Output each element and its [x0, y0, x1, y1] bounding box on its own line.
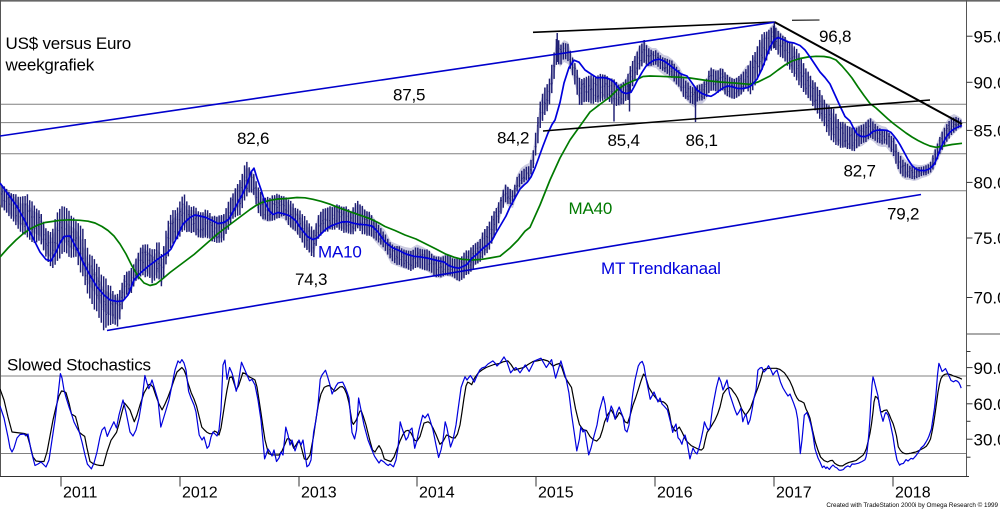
svg-text:84,2: 84,2 [497, 129, 529, 148]
svg-text:MA10: MA10 [318, 242, 362, 261]
svg-text:60.0: 60.0 [974, 395, 1000, 414]
svg-text:Created with TradeStation 2000: Created with TradeStation 2000i by Omega… [826, 501, 998, 509]
svg-text:2017: 2017 [776, 485, 812, 502]
svg-text:86,1: 86,1 [686, 131, 718, 150]
svg-text:87,5: 87,5 [393, 86, 425, 105]
svg-text:2018: 2018 [895, 485, 931, 502]
svg-text:74,3: 74,3 [295, 270, 327, 289]
svg-text:80.0: 80.0 [974, 174, 1000, 193]
svg-text:MA40: MA40 [569, 199, 613, 218]
svg-text:2016: 2016 [657, 485, 693, 502]
svg-text:MT Trendkanaal: MT Trendkanaal [601, 259, 721, 278]
svg-text:US$ versus Euro: US$ versus Euro [6, 34, 132, 53]
svg-text:2014: 2014 [419, 485, 455, 502]
svg-text:90.0: 90.0 [974, 359, 1000, 378]
svg-text:90.0: 90.0 [974, 74, 1000, 93]
svg-text:75.0: 75.0 [974, 229, 1000, 248]
svg-text:2013: 2013 [301, 485, 337, 502]
svg-text:70.0: 70.0 [974, 289, 1000, 308]
svg-text:weekgrafiek: weekgrafiek [5, 56, 95, 75]
svg-text:96,8: 96,8 [819, 27, 851, 46]
svg-text:Slowed Stochastics: Slowed Stochastics [7, 355, 151, 374]
svg-text:2012: 2012 [182, 485, 218, 502]
svg-text:79,2: 79,2 [887, 205, 919, 224]
svg-text:30.0: 30.0 [974, 430, 1000, 449]
svg-text:85,4: 85,4 [608, 131, 640, 150]
svg-text:82,7: 82,7 [844, 161, 876, 180]
svg-text:95.0: 95.0 [974, 27, 1000, 46]
svg-text:82,6: 82,6 [237, 129, 269, 148]
svg-text:85.0: 85.0 [974, 122, 1000, 141]
svg-text:2011: 2011 [63, 485, 98, 502]
svg-text:2015: 2015 [538, 485, 574, 502]
